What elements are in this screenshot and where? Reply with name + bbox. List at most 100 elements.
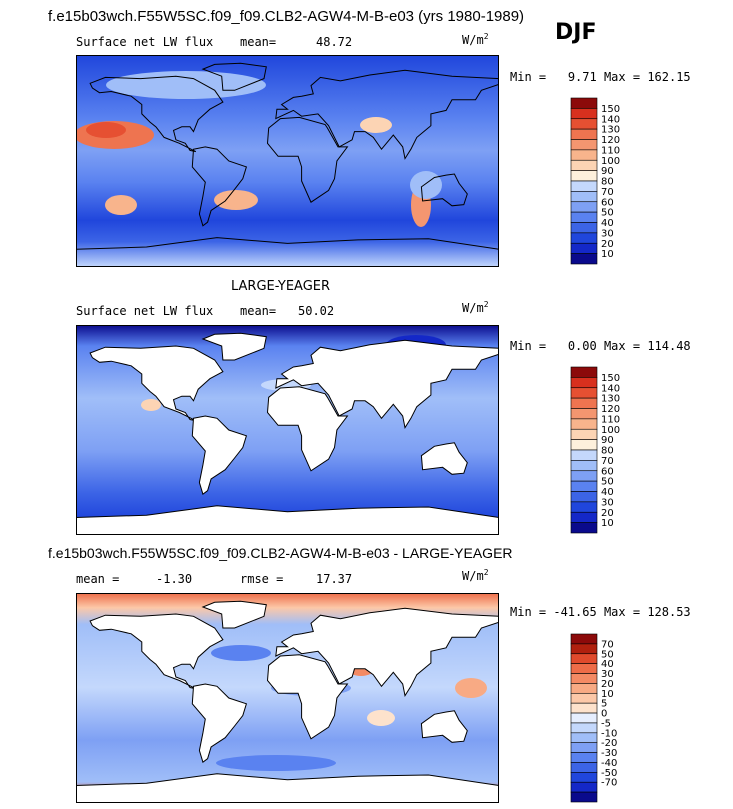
- panel1-colorbar-tick-label: 70: [601, 187, 614, 198]
- panel3-colorbar-tick-label: 70: [601, 639, 614, 650]
- panel3-colorbar-tick-label: 20: [601, 679, 614, 690]
- panel3-colorbar-swatch: [570, 722, 598, 734]
- panel2-colorbar-swatch: [570, 377, 598, 389]
- panel3-colorbar-tick-label: -10: [601, 728, 617, 739]
- panel2-colorbar-tick-label: 90: [601, 435, 614, 446]
- panel3-colorbar-swatch: [570, 653, 598, 664]
- panel2-colorbar-swatch: [570, 491, 598, 503]
- panel2-colorbar-swatch: [570, 480, 598, 492]
- panel3-land: [76, 600, 499, 803]
- panel3-colorbar-swatch: [570, 742, 598, 753]
- panel3-colorbar-swatch: [570, 673, 598, 684]
- panel3-frame: [76, 593, 499, 803]
- panel1-colorbar-tick-label: 80: [601, 177, 614, 188]
- panel1-colorbar-swatch: [570, 201, 598, 213]
- panel2-minmax: Min = 0.00 Max = 114.48: [510, 339, 691, 353]
- panel3-colorbar-tick-label: -30: [601, 748, 617, 759]
- panel1-colorbar-swatch: [570, 108, 598, 120]
- panel2-colorbar-tick-label: 10: [601, 518, 614, 529]
- panel2-mean-value: 50.02: [298, 304, 335, 318]
- panel2-coast-eurasia: [275, 339, 499, 430]
- panel3-colorbar-tick-label: 40: [601, 659, 614, 670]
- main-title: f.e15b03wch.F55W5SC.f09_f09.CLB2-AGW4-M-…: [48, 8, 525, 25]
- panel1-colorbar-tick-label: 140: [601, 114, 620, 125]
- panel2-colorbar-swatch: [570, 470, 598, 482]
- panel2-colorbar-tick-label: 40: [601, 487, 614, 498]
- panel2-colorbar-tick-label: 130: [601, 394, 620, 405]
- panel2-colorbar-tick-label: 120: [601, 404, 620, 415]
- panel3-colorbar-swatch: [570, 791, 598, 803]
- panel2-coast-africa: [266, 386, 349, 472]
- panel2-colorbar-tick-label: 20: [601, 508, 614, 519]
- panel3-minmax: Min = -41.65 Max = 128.53: [510, 605, 691, 619]
- panel3-colorbar-tick-label: 30: [601, 669, 614, 680]
- panel1-colorbar-swatch: [570, 222, 598, 234]
- panel2-colorbar-tick-label: 110: [601, 414, 620, 425]
- panel1-colorbar-tick-label: 90: [601, 166, 614, 177]
- panel1-colorbar-tick-label: 130: [601, 125, 620, 136]
- panel3-colorbar-swatch: [570, 762, 598, 773]
- panel2-colorbar-tick-label: 140: [601, 383, 620, 394]
- panel3-colorbar-swatch: [570, 692, 598, 704]
- panel1-colorbar-tick-label: 110: [601, 145, 620, 156]
- panel2-colorbar-swatch: [570, 449, 598, 461]
- panel1-coast-south-america: [191, 146, 248, 227]
- panel3-coast-greenland: [201, 600, 267, 629]
- panel2-coast-greenland: [201, 332, 267, 361]
- panel3-mean-value: -1.30: [156, 572, 193, 586]
- panel2-coast-antarctica: [76, 505, 499, 535]
- panel2-colorbar-swatch: [570, 501, 598, 513]
- panel3-colorbar-swatch: [570, 781, 598, 793]
- panel1-colorbar-tick-label: 50: [601, 208, 614, 219]
- panel2-coast-australia: [420, 442, 468, 475]
- panel1-mean-label: mean=: [240, 35, 277, 49]
- panel1-colorbar-tick-label: 10: [601, 249, 614, 260]
- panel3-colorbar-tick-label: -50: [601, 768, 617, 779]
- panel2-colorbar-swatch: [570, 439, 598, 451]
- panel1-colorbar-tick-label: 150: [601, 104, 620, 115]
- panel1-colorbar-swatch: [570, 211, 598, 223]
- panel3-units: W/m2: [462, 568, 489, 583]
- panel3-coast-antarctica: [76, 773, 499, 803]
- panel1-coast-africa: [266, 116, 349, 203]
- panel3-colorbar-swatch: [570, 663, 598, 674]
- panel2-variable: Surface net LW flux: [76, 304, 214, 318]
- panel1-colorbar-tick-label: 100: [601, 156, 620, 167]
- panel3-coast-north-america: [89, 613, 224, 690]
- panel2-colorbar-swatch: [570, 366, 598, 378]
- panel1-colorbar-swatch: [570, 191, 598, 203]
- panel2-colorbar-tick-label: 60: [601, 466, 614, 477]
- panel1-colorbar-swatch: [570, 180, 598, 192]
- panel2-colorbar-tick-label: 150: [601, 373, 620, 384]
- panel2-colorbar-tick-label: 70: [601, 456, 614, 467]
- panel3-colorbar-swatch: [570, 772, 598, 783]
- panel3-colorbar-swatch: [570, 752, 598, 763]
- panel1-units: W/m2: [462, 32, 489, 47]
- panel2-colorbar-swatch: [570, 460, 598, 472]
- panel2-colorbar-tick-label: 50: [601, 477, 614, 488]
- panel1-colorbar-swatch: [570, 242, 598, 254]
- panel1-colorbar-tick-label: 30: [601, 228, 614, 239]
- panel1-colorbar-swatch: [570, 159, 598, 171]
- panel3-rmse-value: 17.37: [316, 572, 353, 586]
- panel2-colorbar-swatch: [570, 408, 598, 420]
- panel3-colorbar-swatch: [570, 712, 598, 724]
- panel2-mean-label: mean=: [240, 304, 277, 318]
- panel3-coast-australia: [420, 710, 468, 743]
- panel1-coast-north-america: [89, 75, 224, 153]
- panel3-coast-south-america: [191, 683, 248, 764]
- panel3-colorbar-tick-label: 50: [601, 649, 614, 660]
- panel1-coast-antarctica: [76, 237, 499, 267]
- panel3-coast-eurasia: [275, 607, 499, 698]
- panel3-colorbar-tick-label: -20: [601, 738, 617, 749]
- panel3-colorbar-swatch: [570, 702, 598, 714]
- panel1-colorbar-tick-label: 20: [601, 239, 614, 250]
- panel3-title: f.e15b03wch.F55W5SC.f09_f09.CLB2-AGW4-M-…: [48, 545, 513, 561]
- panel3-rmse-label: rmse =: [240, 572, 284, 586]
- panel3-colorbar-swatch: [570, 643, 598, 655]
- panel3-colorbar-tick-label: 0: [601, 709, 607, 720]
- panel3-colorbar-tick-label: 10: [601, 689, 614, 700]
- panel2-colorbar-swatch: [570, 511, 598, 523]
